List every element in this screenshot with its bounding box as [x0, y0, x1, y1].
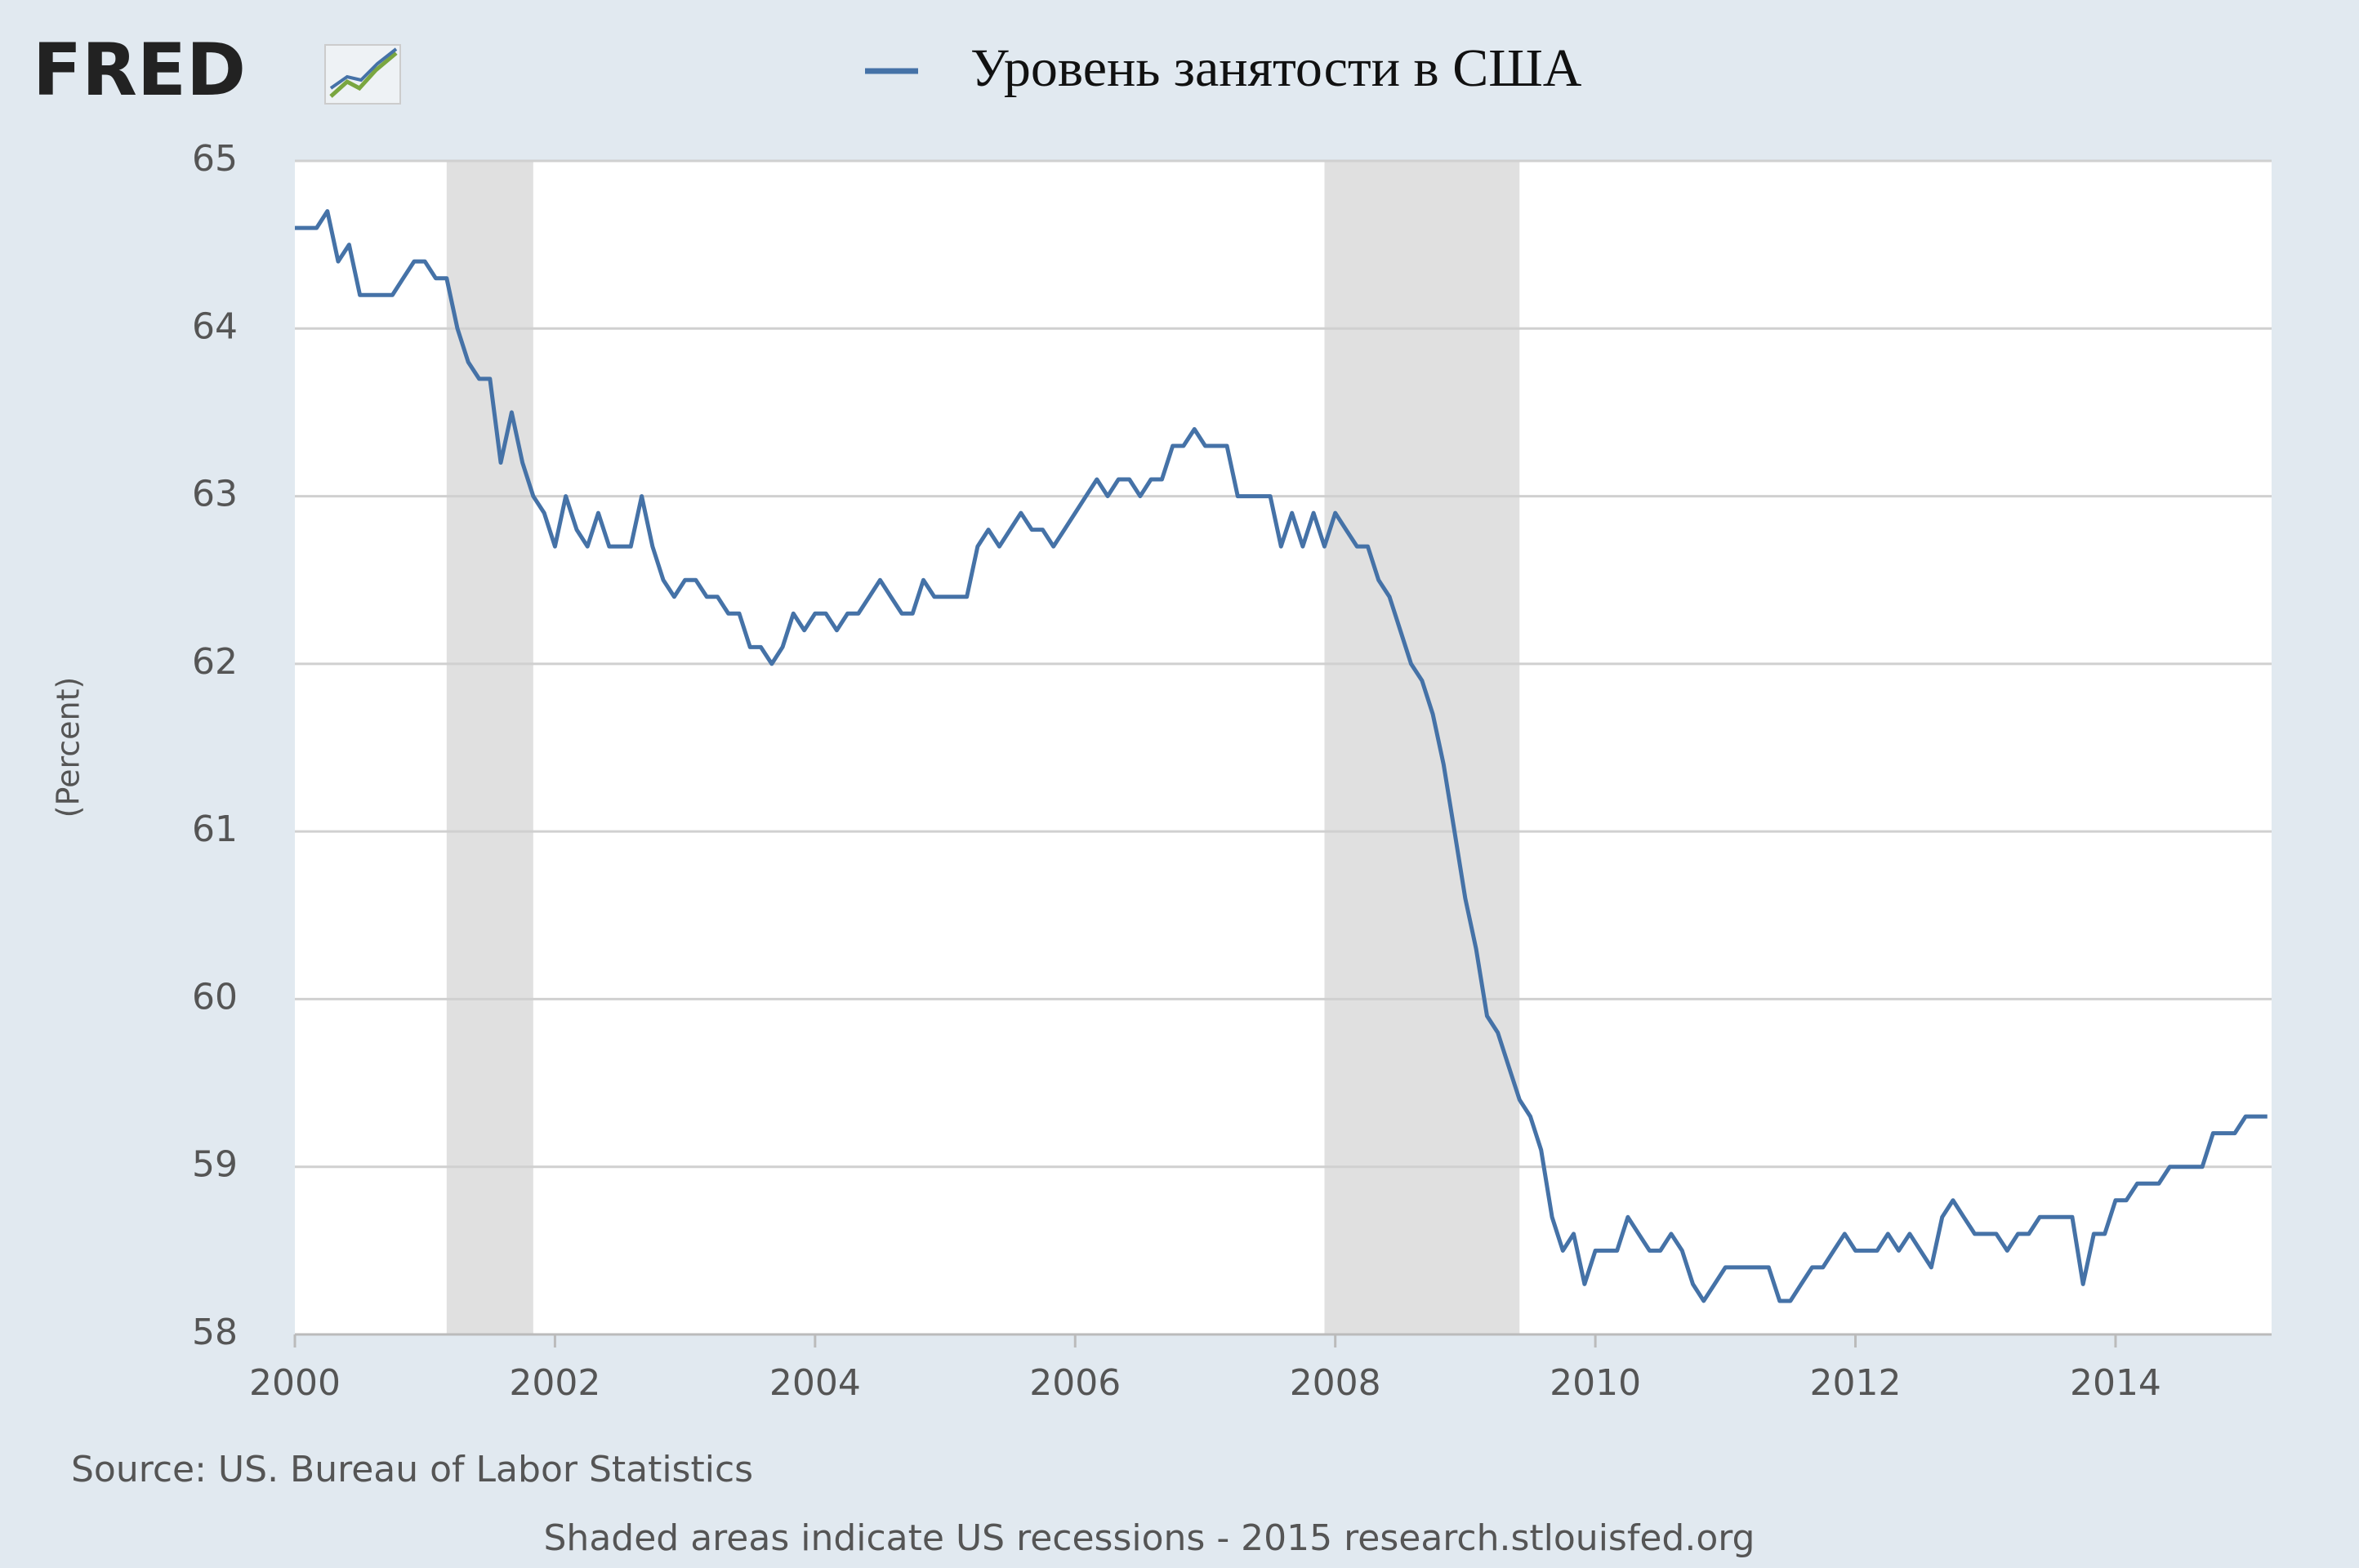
logo-icon [324, 44, 401, 105]
y-tick-label: 64 [192, 305, 238, 347]
x-tick-label: 2010 [1550, 1362, 1641, 1404]
y-tick-label: 63 [192, 474, 238, 515]
x-tick-label: 2000 [249, 1362, 341, 1404]
y-tick-label: 59 [192, 1144, 238, 1186]
x-tick-label: 2008 [1290, 1362, 1381, 1404]
y-tick-label: 58 [192, 1312, 238, 1353]
x-tick-label: 2006 [1029, 1362, 1121, 1404]
x-tick-label: 2002 [509, 1362, 600, 1404]
note: Shaded areas indicate US recessions - 20… [544, 1517, 1755, 1559]
x-tick-label: 2014 [2070, 1362, 2161, 1404]
plot-area [295, 161, 2272, 1334]
y-tick-label: 62 [192, 641, 238, 683]
y-tick-label: 65 [192, 138, 238, 180]
y-tick-label: 60 [192, 976, 238, 1018]
logo: FRED [33, 28, 246, 112]
source: Source: US. Bureau of Labor Statistics [71, 1449, 753, 1490]
line-series [295, 209, 2268, 1303]
x-tick-label: 2012 [1810, 1362, 1902, 1404]
y-axis-label: (Percent) [51, 677, 87, 818]
recession-band [1324, 161, 1520, 1334]
legend-label: Уровень занятости в США [970, 38, 1582, 98]
x-tick-label: 2004 [769, 1362, 861, 1404]
recession-band [446, 161, 533, 1334]
y-tick-label: 61 [192, 808, 238, 850]
